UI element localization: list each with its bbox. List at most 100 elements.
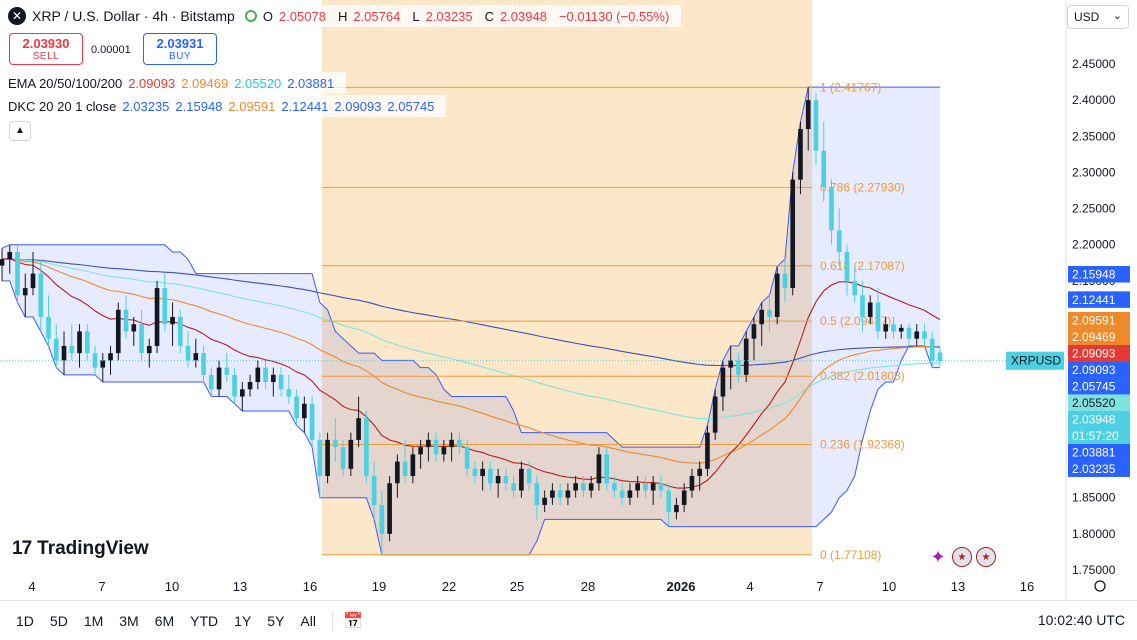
fib-level-label-2: 0.618 (2.17087) [820, 259, 905, 273]
candle-body [922, 331, 927, 339]
dkc-label: DKC 20 20 1 close [8, 98, 117, 114]
calendar-icon[interactable]: 📅 [342, 612, 363, 630]
price-tag-bg [1068, 377, 1130, 395]
candle-body [658, 483, 664, 491]
sell-price: 2.03930 [22, 36, 70, 51]
candle-body [736, 360, 741, 375]
candle-body [364, 418, 369, 477]
price-change: −0.01130 (−0.55%) [558, 8, 670, 24]
price-tag-bg [1068, 266, 1130, 283]
candle-body [573, 483, 578, 491]
candle-body [77, 331, 82, 354]
candle-body [46, 317, 51, 339]
ohlc-close-label: C [484, 8, 494, 24]
price-tag-label: 01:57:20 [1072, 429, 1119, 443]
timeframe-1y[interactable]: 1Y [234, 612, 252, 629]
ema-label: EMA 20/50/100/200 [8, 75, 123, 91]
price-tag-bg [1068, 311, 1130, 329]
candle-body [208, 374, 214, 390]
candle-body [774, 273, 780, 317]
timeframe-5y[interactable]: 5Y [267, 612, 285, 629]
candle-body [829, 186, 834, 231]
candle-body [852, 280, 858, 296]
candle-body [883, 324, 889, 332]
candle-body [635, 483, 640, 491]
us-flag-event-icon-2[interactable]: ★ [976, 547, 996, 567]
sell-button[interactable]: 2.03930 SELL [9, 33, 83, 65]
utc-clock[interactable]: 10:02:40 UTC [1037, 612, 1125, 628]
x-axis-tick-label: 13 [233, 579, 247, 594]
candle-body [270, 374, 276, 383]
x-axis-tick-label: 13 [951, 579, 965, 594]
y-axis-tick-label: 1.80000 [1072, 527, 1116, 541]
fib-level-label-5: 0.236 (1.92368) [820, 437, 905, 451]
y-axis-tick-label: 2.30000 [1072, 165, 1116, 179]
price-chart[interactable]: 1 (2.41767) 0.786 (2.27930) 0.618 (2.17087… [0, 0, 1137, 600]
candle-body [681, 490, 687, 505]
symbol-row: ✕ XRP / U.S. Dollar · 4h · Bitstamp O 2.0… [8, 5, 682, 27]
currency-select[interactable]: USD ⌄ [1067, 5, 1129, 29]
candle-body [255, 367, 261, 383]
timeframe-1d[interactable]: 1D [16, 612, 34, 629]
symbol-tag-label: XRPUSD [1011, 354, 1061, 368]
price-tag-label: 2.09093 [1072, 346, 1116, 360]
timeframe-5d[interactable]: 5D [49, 612, 68, 629]
candle-body [767, 309, 772, 317]
x-axis-tick-label: 10 [165, 579, 179, 594]
collapse-legend-button[interactable]: ▲ [9, 121, 31, 141]
candle-body [836, 230, 842, 252]
candle-body [379, 504, 385, 534]
buy-button[interactable]: 2.03931 BUY [143, 33, 217, 65]
candle-body [457, 439, 462, 448]
candle-body [612, 483, 617, 491]
candle-body [627, 490, 633, 498]
price-tag-bg [1068, 361, 1130, 378]
candle-body [534, 483, 540, 505]
candle-body [325, 439, 330, 477]
chevron-down-icon: ⌄ [1112, 10, 1122, 22]
ema20-value: 2.09093 [128, 75, 176, 91]
candle-body [84, 331, 90, 354]
x-axis-tick-label: 4 [28, 579, 35, 594]
timeframe-all[interactable]: All [300, 612, 316, 629]
candle-body [302, 403, 307, 419]
ohlc-open: O 2.05078 [263, 9, 332, 24]
price-tag-label: 2.03948 [1072, 412, 1116, 426]
x-axis-tick-label: 19 [372, 579, 386, 594]
timeframe-ytd[interactable]: YTD [190, 612, 219, 629]
candle-body [666, 490, 672, 513]
candle-body [798, 129, 803, 180]
candle-body [92, 353, 98, 368]
timeframe-1m[interactable]: 1M [83, 612, 104, 629]
candle-body [821, 150, 827, 187]
candle-body [565, 490, 571, 498]
candle-body [232, 374, 237, 397]
candle-body [929, 338, 935, 361]
candle-body [689, 476, 695, 491]
candle-body [154, 288, 160, 346]
candle-body [294, 396, 299, 419]
x-axis-tick-label: 28 [581, 579, 595, 594]
candle-body [123, 309, 129, 332]
ema200-value: 2.03881 [287, 75, 335, 91]
us-flag-event-icon[interactable]: ★ [952, 547, 972, 567]
candle-body [495, 476, 501, 484]
candle-body [867, 302, 873, 317]
price-tag-label: 2.15948 [1072, 268, 1116, 282]
candle-body [805, 100, 811, 130]
candle-body [914, 331, 920, 339]
currency-value: USD [1074, 10, 1100, 24]
candle-body [263, 367, 268, 383]
fib-level-label-4: 0.382 (2.01808) [820, 369, 905, 383]
candle-body [728, 360, 734, 368]
tradingview-logo[interactable]: 17 TradingView [12, 538, 149, 560]
candle-body [0, 259, 5, 266]
sparkle-icon[interactable]: ✦ [930, 546, 946, 567]
market-status-icon[interactable] [244, 10, 257, 22]
y-axis-tick-label: 2.35000 [1072, 129, 1116, 143]
timeframe-3m[interactable]: 3M [119, 612, 139, 629]
symbol-title[interactable]: XRP / U.S. Dollar · 4h · Bitstamp [32, 8, 235, 24]
candle-body [813, 100, 819, 151]
timeframe-6m[interactable]: 6M [154, 612, 175, 629]
